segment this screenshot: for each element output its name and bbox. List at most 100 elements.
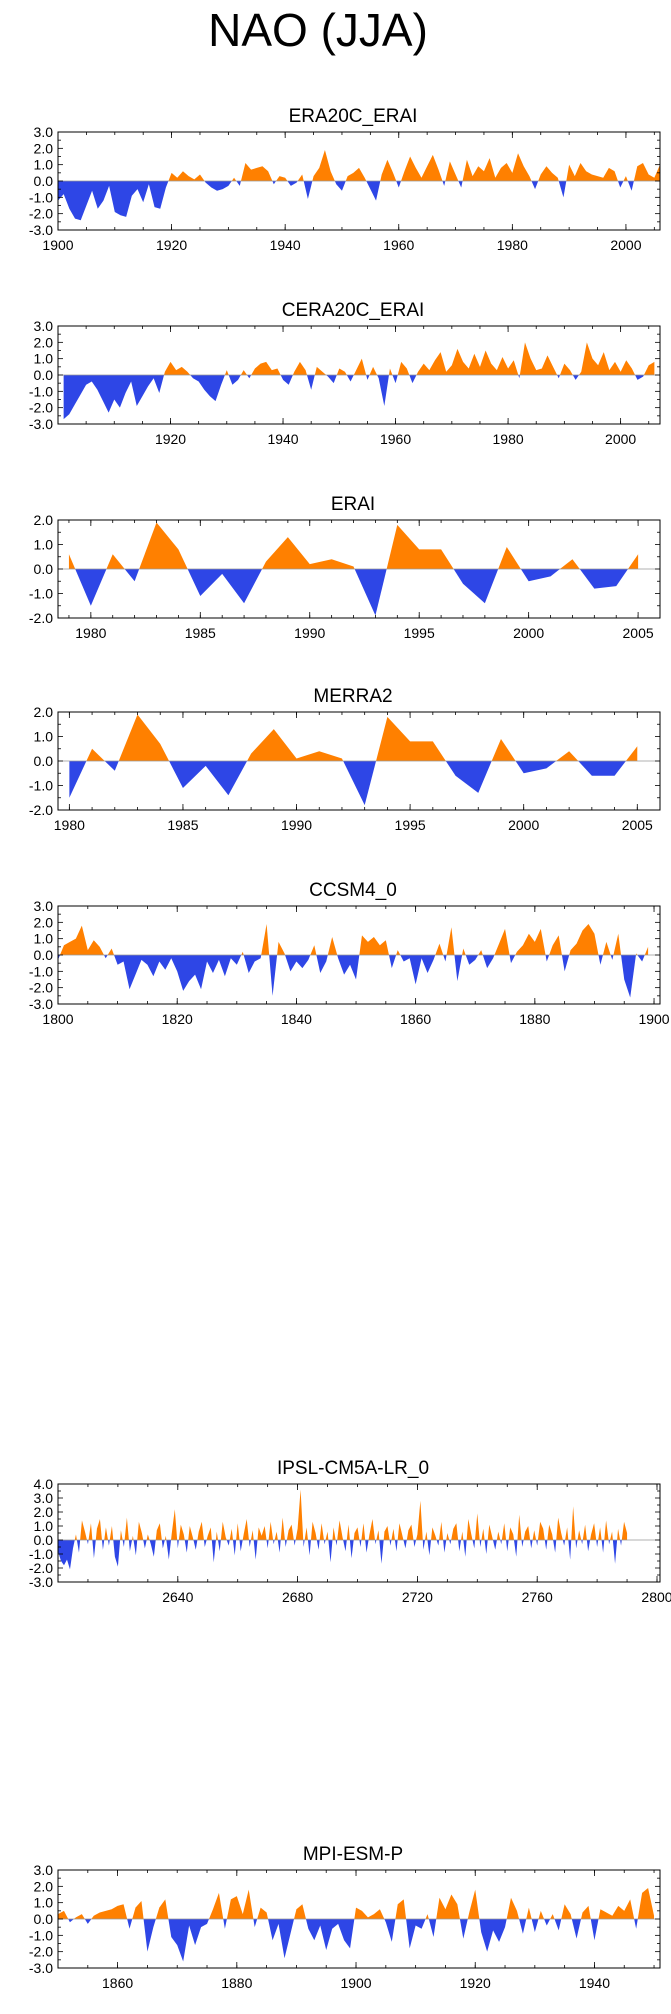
negative-anomaly-area bbox=[303, 181, 313, 199]
figure-title: NAO (JJA) bbox=[208, 4, 428, 56]
positive-anomaly-area bbox=[336, 368, 347, 375]
positive-anomaly-area bbox=[406, 1524, 414, 1540]
positive-anomaly-area bbox=[559, 363, 573, 375]
positive-anomaly-area bbox=[633, 163, 660, 181]
y-tick-label: -1.0 bbox=[29, 383, 53, 399]
positive-anomaly-area bbox=[613, 933, 622, 955]
y-tick-label: 1.0 bbox=[34, 931, 54, 947]
negative-anomaly-area bbox=[557, 375, 560, 379]
positive-anomaly-area bbox=[635, 953, 638, 955]
negative-anomaly-area bbox=[459, 1919, 468, 1939]
positive-anomaly-area bbox=[621, 1521, 628, 1540]
negative-anomaly-area bbox=[187, 569, 263, 604]
positive-anomaly-area bbox=[80, 1520, 87, 1540]
negative-anomaly-area bbox=[232, 1540, 237, 1556]
panel-erai: ERAI 2.0 1.0 0.0 -1.0 -2.0 1980 1985 1990 1995 200… bbox=[29, 494, 661, 641]
positive-anomaly-area bbox=[139, 522, 188, 569]
y-tick-label: -1.0 bbox=[29, 586, 53, 602]
positive-anomaly-area bbox=[569, 923, 599, 955]
positive-anomaly-area bbox=[120, 1530, 123, 1540]
positive-anomaly-area bbox=[462, 948, 466, 955]
positive-anomaly-area bbox=[261, 923, 270, 955]
positive-anomaly-area bbox=[251, 361, 281, 375]
positive-anomaly-area bbox=[643, 361, 655, 375]
y-tick-label: -2.0 bbox=[29, 802, 53, 818]
negative-anomaly-area bbox=[226, 1540, 230, 1546]
negative-anomaly-area bbox=[635, 375, 644, 380]
positive-anomaly-area bbox=[487, 1524, 493, 1540]
panel-title: IPSL-CM5A-LR_0 bbox=[277, 1458, 429, 1479]
x-tick-label: 1920 bbox=[155, 431, 186, 447]
negative-anomaly-area bbox=[482, 955, 495, 969]
positive-anomaly-area bbox=[247, 729, 344, 761]
positive-anomaly-area bbox=[95, 1519, 102, 1540]
negative-anomaly-area bbox=[544, 1919, 551, 1926]
positive-anomaly-area bbox=[164, 1535, 167, 1540]
negative-anomaly-area bbox=[445, 761, 492, 793]
positive-anomaly-area bbox=[209, 1892, 224, 1919]
negative-anomaly-area bbox=[572, 375, 579, 380]
positive-anomaly-area bbox=[286, 1524, 294, 1540]
positive-anomaly-area bbox=[604, 1520, 609, 1540]
negative-anomaly-area bbox=[253, 1919, 258, 1928]
negative-anomaly-area bbox=[243, 955, 262, 973]
negative-anomaly-area bbox=[211, 1540, 216, 1563]
positive-anomaly-area bbox=[242, 1519, 249, 1540]
negative-anomaly-area bbox=[561, 955, 570, 972]
positive-anomaly-area bbox=[380, 159, 397, 181]
positive-anomaly-area bbox=[236, 1523, 240, 1540]
positive-anomaly-area bbox=[508, 1527, 514, 1540]
positive-anomaly-area bbox=[532, 1530, 537, 1540]
positive-anomaly-area bbox=[582, 1524, 587, 1540]
y-tick-label: 1.0 bbox=[34, 157, 54, 173]
negative-anomaly-area bbox=[400, 955, 436, 985]
positive-anomaly-area bbox=[481, 1528, 485, 1540]
positive-anomaly-area bbox=[581, 1905, 591, 1919]
negative-anomaly-area bbox=[68, 1919, 74, 1923]
positive-anomaly-area bbox=[106, 554, 125, 569]
negative-anomaly-area bbox=[268, 1919, 295, 1959]
positive-anomaly-area bbox=[388, 368, 393, 375]
negative-anomaly-area bbox=[443, 955, 447, 962]
negative-anomaly-area bbox=[366, 375, 370, 380]
positive-anomaly-area bbox=[416, 1500, 423, 1540]
negative-anomaly-area bbox=[428, 1919, 437, 1937]
negative-anomaly-area bbox=[84, 1919, 92, 1924]
positive-anomaly-area bbox=[345, 167, 367, 181]
negative-anomaly-area bbox=[562, 1540, 566, 1546]
panel-title: ERA20C_ERAI bbox=[289, 106, 418, 127]
negative-anomaly-area bbox=[509, 955, 516, 964]
positive-anomaly-area bbox=[617, 1528, 621, 1540]
y-tick-label: -2.0 bbox=[29, 400, 53, 416]
y-tick-label: 3.0 bbox=[34, 318, 54, 334]
negative-anomaly-area bbox=[634, 1919, 638, 1929]
y-tick-label: 0.0 bbox=[34, 173, 54, 189]
positive-anomaly-area bbox=[319, 1523, 324, 1540]
negative-anomaly-area bbox=[553, 1540, 557, 1553]
x-tick-label: 1980 bbox=[493, 431, 524, 447]
positive-anomaly-area bbox=[280, 1517, 285, 1540]
positive-anomaly-area bbox=[547, 1524, 554, 1540]
y-tick-label: -1.0 bbox=[29, 963, 53, 979]
negative-anomaly-area bbox=[343, 761, 377, 806]
x-tick-label: 1980 bbox=[497, 237, 528, 253]
positive-anomaly-area bbox=[257, 1526, 267, 1540]
negative-anomaly-area bbox=[287, 181, 298, 186]
x-tick-label: 1940 bbox=[579, 1975, 610, 1991]
y-tick-label: 0.0 bbox=[34, 367, 54, 383]
negative-anomaly-area bbox=[124, 569, 140, 582]
positive-anomaly-area bbox=[59, 925, 104, 955]
positive-anomaly-area bbox=[146, 1534, 150, 1540]
positive-anomaly-area bbox=[559, 559, 580, 569]
positive-anomaly-area bbox=[231, 177, 237, 181]
positive-anomaly-area bbox=[178, 1524, 185, 1540]
positive-anomaly-area bbox=[537, 1521, 545, 1540]
y-tick-label: -1.0 bbox=[29, 1927, 53, 1943]
positive-anomaly-area bbox=[610, 1531, 613, 1540]
negative-anomaly-area bbox=[506, 1540, 509, 1552]
panel-title: ERAI bbox=[331, 494, 375, 515]
negative-anomaly-area bbox=[596, 1540, 599, 1547]
positive-anomaly-area bbox=[314, 366, 327, 375]
negative-anomaly-area bbox=[169, 761, 248, 796]
negative-anomaly-area bbox=[484, 1540, 488, 1554]
